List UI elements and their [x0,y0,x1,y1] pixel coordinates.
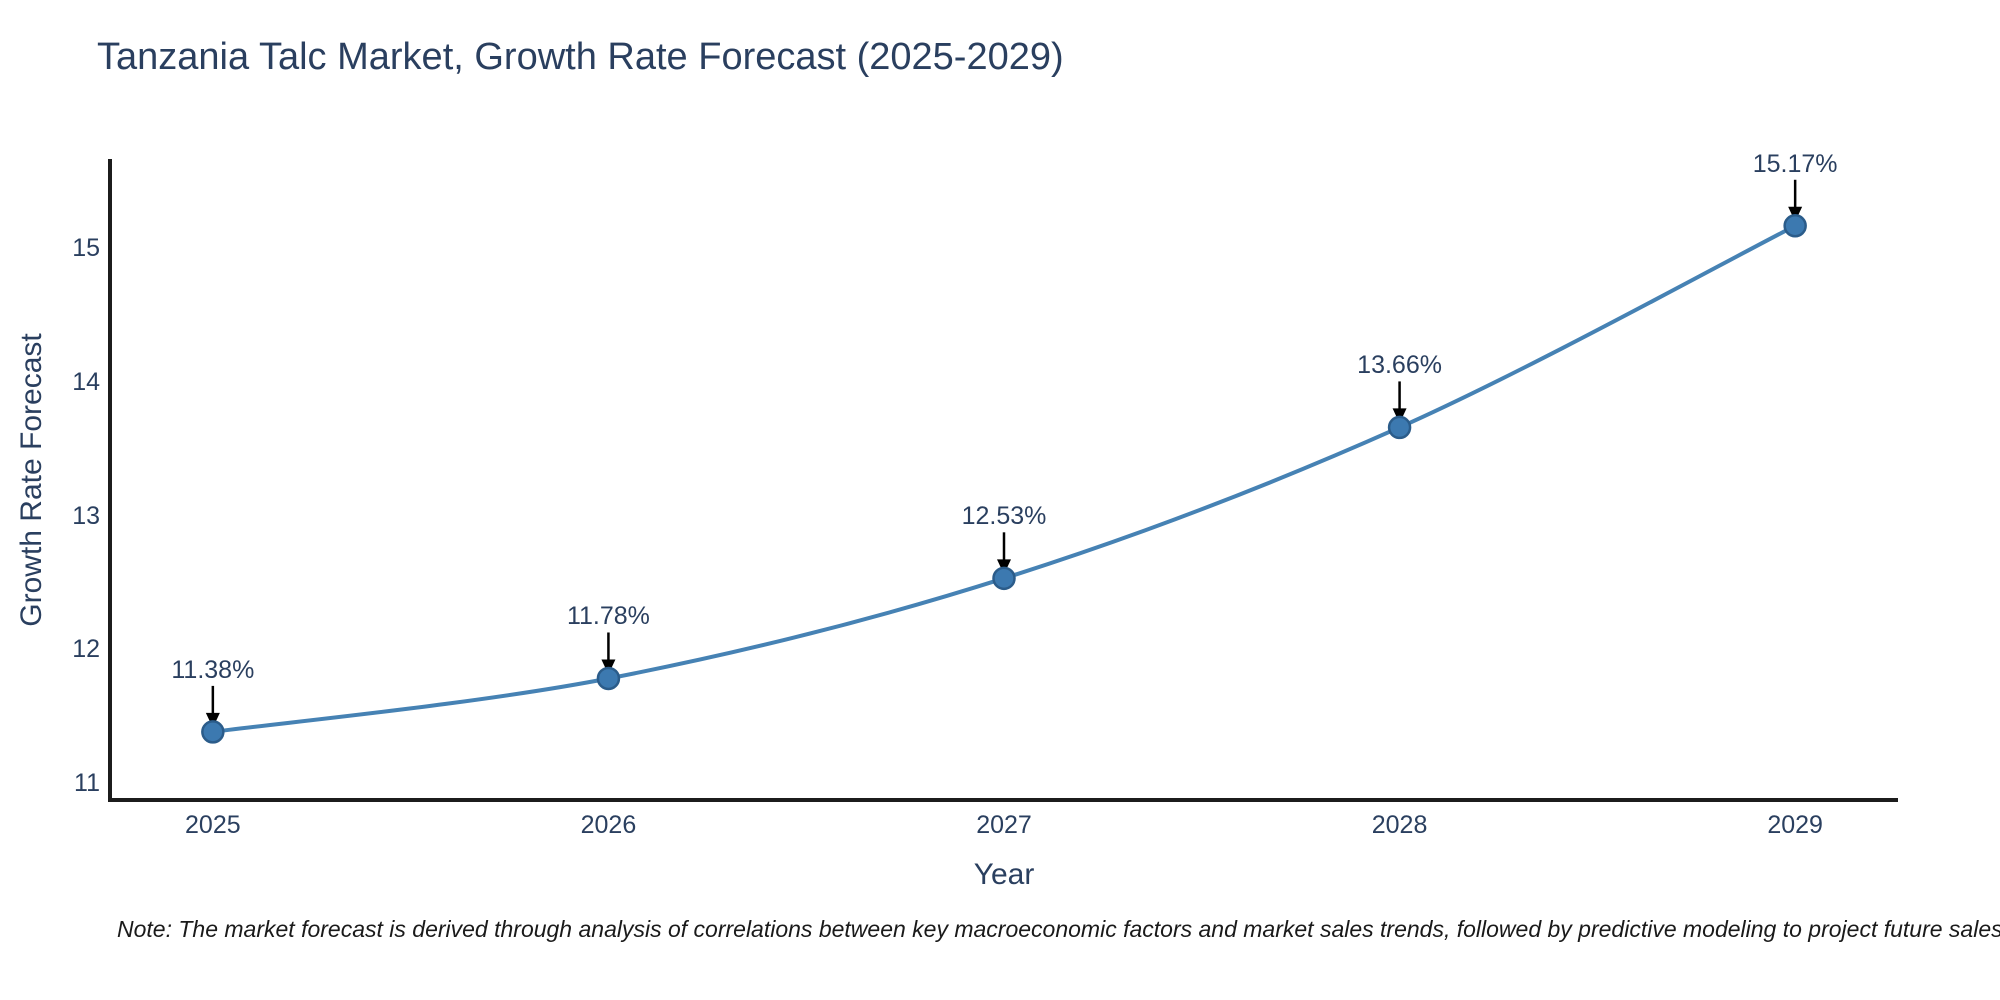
x-tick-label: 2029 [1767,811,1823,839]
y-tick-label: 15 [72,234,100,263]
point-annotation: 11.78% [566,602,650,631]
y-tick-label: 12 [72,635,100,664]
x-tick-label: 2027 [976,811,1032,839]
forecast-line [210,223,1798,734]
point-annotation: 15.17% [1752,149,1838,178]
y-tick-label: 11 [74,768,100,797]
data-point-marker [596,666,621,691]
x-tick-label: 2028 [1371,811,1428,839]
y-tick-label: 13 [72,501,100,530]
x-tick-label: 2025 [185,811,241,839]
point-annotation: 12.53% [961,502,1047,531]
point-annotation: 13.66% [1357,351,1442,380]
data-point-marker [1783,214,1807,238]
data-point-marker [1387,415,1412,440]
x-axis-title: Year [973,858,1035,891]
data-point-marker [992,566,1016,591]
footnote: Note: The market forecast is derived thr… [117,916,2000,942]
x-tick-label: 2026 [580,811,637,839]
point-annotation: 11.38% [171,655,255,684]
y-tick-label: 14 [72,368,100,396]
data-point-marker [201,720,225,744]
chart-title: Tanzania Talc Market, Growth Rate Foreca… [97,36,1064,78]
